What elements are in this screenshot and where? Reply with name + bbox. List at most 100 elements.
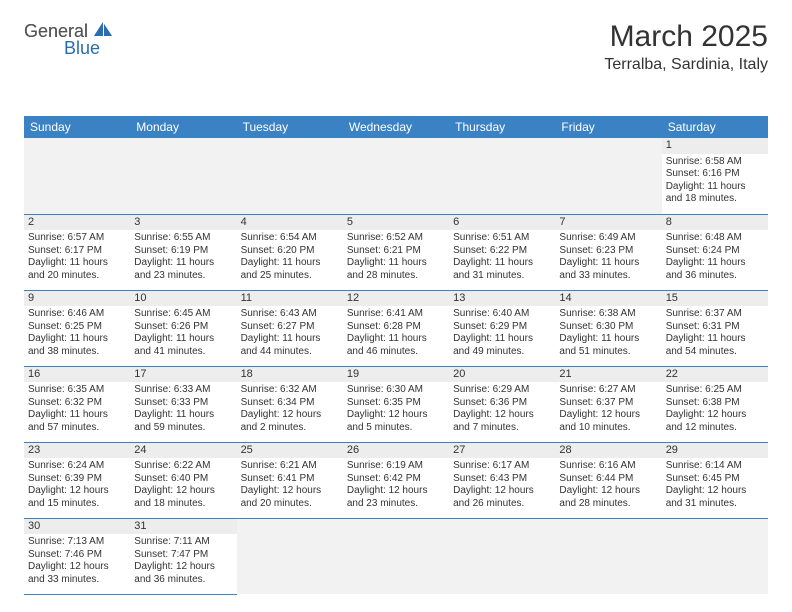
table-row: 2Sunrise: 6:57 AMSunset: 6:17 PMDaylight… <box>24 214 768 290</box>
day-number: 29 <box>662 443 768 459</box>
day-number: 20 <box>449 367 555 383</box>
calendar-cell: 3Sunrise: 6:55 AMSunset: 6:19 PMDaylight… <box>130 214 236 290</box>
calendar-cell: 11Sunrise: 6:43 AMSunset: 6:27 PMDayligh… <box>237 290 343 366</box>
daylight-text-2: and 23 minutes. <box>134 270 232 283</box>
day-number: 30 <box>24 519 130 535</box>
sunset-text: Sunset: 6:24 PM <box>666 245 764 258</box>
daylight-text-2: and 57 minutes. <box>28 422 126 435</box>
calendar-cell: . <box>343 138 449 214</box>
sunrise-text: Sunrise: 6:40 AM <box>453 308 551 321</box>
daylight-text-2: and 15 minutes. <box>28 498 126 511</box>
location: Terralba, Sardinia, Italy <box>604 56 768 74</box>
sunrise-text: Sunrise: 6:51 AM <box>453 232 551 245</box>
daylight-text-1: Daylight: 11 hours <box>28 409 126 422</box>
daylight-text-1: Daylight: 12 hours <box>453 485 551 498</box>
calendar-cell: 31Sunrise: 7:11 AMSunset: 7:47 PMDayligh… <box>130 518 236 594</box>
daylight-text-2: and 31 minutes. <box>666 498 764 511</box>
sunset-text: Sunset: 6:16 PM <box>666 168 764 181</box>
daylight-text-1: Daylight: 11 hours <box>134 409 232 422</box>
daylight-text-2: and 28 minutes. <box>559 498 657 511</box>
logo-blue-line: Blue <box>64 38 100 59</box>
day-number: 21 <box>555 367 661 383</box>
title-block: March 2025 Terralba, Sardinia, Italy <box>604 20 768 74</box>
daylight-text-1: Daylight: 11 hours <box>134 257 232 270</box>
day-number: 3 <box>130 215 236 231</box>
col-saturday: Saturday <box>662 116 768 138</box>
sunrise-text: Sunrise: 6:22 AM <box>134 460 232 473</box>
calendar-cell: . <box>343 518 449 594</box>
daylight-text-2: and 33 minutes. <box>28 574 126 587</box>
sunrise-text: Sunrise: 6:30 AM <box>347 384 445 397</box>
sunrise-text: Sunrise: 6:48 AM <box>666 232 764 245</box>
sunset-text: Sunset: 6:39 PM <box>28 473 126 486</box>
daylight-text-1: Daylight: 12 hours <box>241 409 339 422</box>
daylight-text-2: and 41 minutes. <box>134 346 232 359</box>
day-number: 12 <box>343 291 449 307</box>
daylight-text-1: Daylight: 11 hours <box>559 257 657 270</box>
daylight-text-2: and 31 minutes. <box>453 270 551 283</box>
calendar-cell: 1Sunrise: 6:58 AMSunset: 6:16 PMDaylight… <box>662 138 768 214</box>
sunset-text: Sunset: 6:27 PM <box>241 321 339 334</box>
calendar-cell: 21Sunrise: 6:27 AMSunset: 6:37 PMDayligh… <box>555 366 661 442</box>
daylight-text-1: Daylight: 12 hours <box>347 485 445 498</box>
sunrise-text: Sunrise: 7:11 AM <box>134 536 232 549</box>
daylight-text-1: Daylight: 12 hours <box>241 485 339 498</box>
daylight-text-1: Daylight: 12 hours <box>559 409 657 422</box>
daylight-text-2: and 10 minutes. <box>559 422 657 435</box>
daylight-text-2: and 49 minutes. <box>453 346 551 359</box>
day-number: 27 <box>449 443 555 459</box>
calendar-cell: 28Sunrise: 6:16 AMSunset: 6:44 PMDayligh… <box>555 442 661 518</box>
sunset-text: Sunset: 6:28 PM <box>347 321 445 334</box>
col-thursday: Thursday <box>449 116 555 138</box>
sunset-text: Sunset: 6:19 PM <box>134 245 232 258</box>
daylight-text-1: Daylight: 12 hours <box>453 409 551 422</box>
sunrise-text: Sunrise: 6:37 AM <box>666 308 764 321</box>
day-number: 10 <box>130 291 236 307</box>
sunset-text: Sunset: 6:25 PM <box>28 321 126 334</box>
daylight-text-1: Daylight: 11 hours <box>28 257 126 270</box>
day-number: 17 <box>130 367 236 383</box>
calendar-cell: 22Sunrise: 6:25 AMSunset: 6:38 PMDayligh… <box>662 366 768 442</box>
sunrise-text: Sunrise: 6:16 AM <box>559 460 657 473</box>
day-number: 11 <box>237 291 343 307</box>
table-row: 23Sunrise: 6:24 AMSunset: 6:39 PMDayligh… <box>24 442 768 518</box>
calendar-cell: . <box>449 138 555 214</box>
col-wednesday: Wednesday <box>343 116 449 138</box>
calendar-cell: 10Sunrise: 6:45 AMSunset: 6:26 PMDayligh… <box>130 290 236 366</box>
day-number: 14 <box>555 291 661 307</box>
day-number: 28 <box>555 443 661 459</box>
logo-text-blue: Blue <box>64 38 100 58</box>
daylight-text-2: and 25 minutes. <box>241 270 339 283</box>
calendar-cell: 30Sunrise: 7:13 AMSunset: 7:46 PMDayligh… <box>24 518 130 594</box>
day-number: 4 <box>237 215 343 231</box>
daylight-text-1: Daylight: 11 hours <box>241 257 339 270</box>
daylight-text-2: and 33 minutes. <box>559 270 657 283</box>
daylight-text-1: Daylight: 11 hours <box>134 333 232 346</box>
daylight-text-1: Daylight: 11 hours <box>666 181 764 194</box>
sunrise-text: Sunrise: 6:46 AM <box>28 308 126 321</box>
calendar-cell: 26Sunrise: 6:19 AMSunset: 6:42 PMDayligh… <box>343 442 449 518</box>
daylight-text-1: Daylight: 11 hours <box>666 333 764 346</box>
calendar-cell: 23Sunrise: 6:24 AMSunset: 6:39 PMDayligh… <box>24 442 130 518</box>
daylight-text-2: and 36 minutes. <box>666 270 764 283</box>
daylight-text-2: and 23 minutes. <box>347 498 445 511</box>
day-number: 13 <box>449 291 555 307</box>
day-number: 31 <box>130 519 236 535</box>
daylight-text-1: Daylight: 12 hours <box>134 485 232 498</box>
sunrise-text: Sunrise: 6:38 AM <box>559 308 657 321</box>
daylight-text-1: Daylight: 12 hours <box>666 409 764 422</box>
day-number: 26 <box>343 443 449 459</box>
sunset-text: Sunset: 6:20 PM <box>241 245 339 258</box>
calendar-cell: . <box>449 518 555 594</box>
daylight-text-1: Daylight: 11 hours <box>347 257 445 270</box>
daylight-text-2: and 46 minutes. <box>347 346 445 359</box>
calendar-cell: 7Sunrise: 6:49 AMSunset: 6:23 PMDaylight… <box>555 214 661 290</box>
calendar-table: Sunday Monday Tuesday Wednesday Thursday… <box>24 116 768 595</box>
table-row: ......1Sunrise: 6:58 AMSunset: 6:16 PMDa… <box>24 138 768 214</box>
calendar-cell: . <box>237 138 343 214</box>
sunset-text: Sunset: 7:46 PM <box>28 549 126 562</box>
day-number: 24 <box>130 443 236 459</box>
sunrise-text: Sunrise: 6:19 AM <box>347 460 445 473</box>
daylight-text-1: Daylight: 11 hours <box>28 333 126 346</box>
calendar-cell: 20Sunrise: 6:29 AMSunset: 6:36 PMDayligh… <box>449 366 555 442</box>
